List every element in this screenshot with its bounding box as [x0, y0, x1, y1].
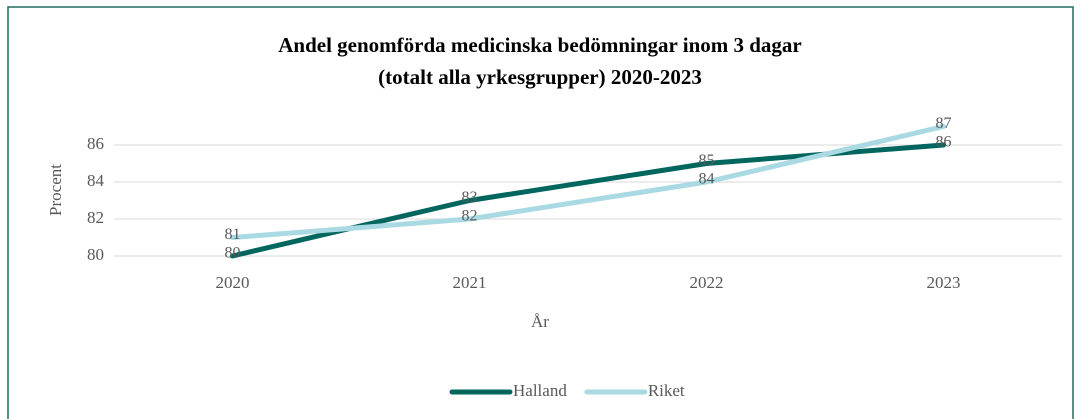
x-tick-label: 2023	[927, 273, 961, 292]
line-series	[230, 124, 946, 240]
x-axis-label: År	[531, 312, 549, 331]
data-label: 87	[936, 115, 952, 132]
x-tick-label: 2020	[216, 273, 250, 292]
data-label: 85	[699, 152, 715, 169]
y-tick-label: 86	[87, 134, 104, 153]
data-label: 86	[936, 134, 952, 151]
chart-title: (totalt alla yrkesgrupper) 2020-2023	[378, 65, 702, 89]
y-tick-label: 82	[87, 208, 104, 227]
data-label: 84	[699, 171, 715, 188]
y-tick-label: 84	[87, 171, 105, 190]
chart-title: Andel genomförda medicinska bedömningar …	[278, 33, 802, 57]
x-tick-label: 2021	[453, 273, 487, 292]
data-label: 83	[462, 189, 478, 206]
x-tick-label: 2022	[690, 273, 724, 292]
y-tick-label: 80	[87, 245, 104, 264]
legend-label: Halland	[513, 381, 567, 400]
y-axis-label: Procent	[46, 164, 65, 216]
chart-frame	[7, 6, 1074, 419]
data-label: 81	[225, 226, 241, 243]
legend-label: Riket	[648, 381, 685, 400]
data-label: 82	[462, 208, 478, 225]
data-label: 80	[225, 245, 241, 262]
